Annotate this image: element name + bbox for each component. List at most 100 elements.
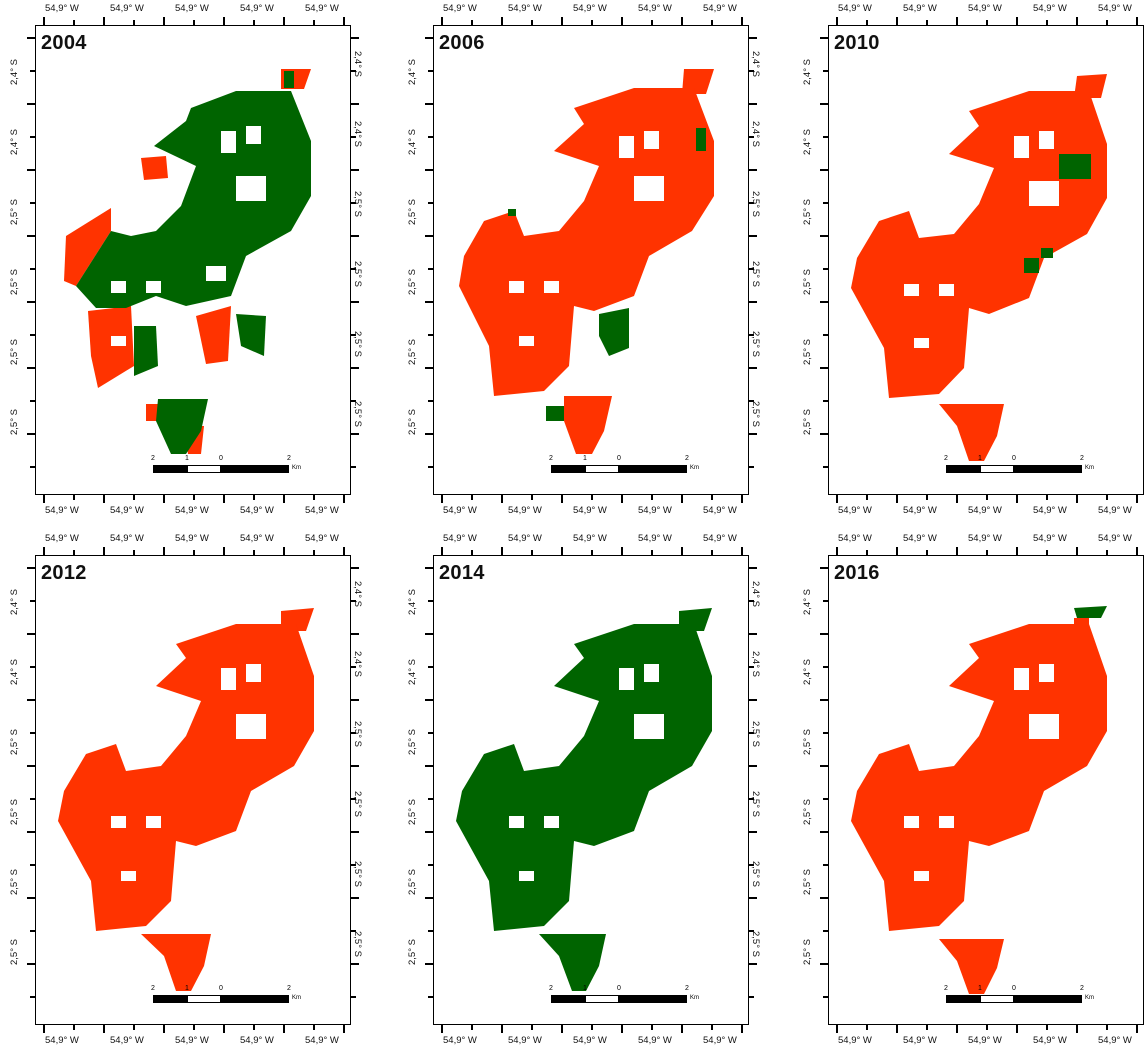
graticule-tick bbox=[823, 400, 828, 402]
latitude-label: 2,5° S bbox=[9, 869, 20, 895]
scale-tick-label: 2 bbox=[685, 455, 689, 462]
graticule-tick bbox=[823, 202, 828, 204]
graticule-tick bbox=[820, 235, 828, 237]
longitude-label: 54,9° W bbox=[110, 505, 144, 516]
scale-tick-label: 2 bbox=[151, 455, 155, 462]
graticule-tick bbox=[741, 17, 743, 25]
graticule-tick bbox=[253, 495, 255, 500]
scale-bar: 2 1 0 2 Km bbox=[151, 985, 301, 1005]
scale-tick-label: 2 bbox=[287, 985, 291, 992]
graticule-tick bbox=[820, 169, 828, 171]
latitude-label: 2,5° S bbox=[750, 791, 761, 817]
graticule-tick bbox=[43, 17, 45, 25]
graticule-tick bbox=[531, 1025, 533, 1030]
year-label: 2004 bbox=[41, 32, 87, 54]
graticule-tick bbox=[425, 235, 433, 237]
longitude-label: 54,9° W bbox=[110, 533, 144, 544]
graticule-tick bbox=[425, 963, 433, 965]
graticule-tick bbox=[253, 550, 255, 555]
latitude-label: 2,5° S bbox=[352, 791, 363, 817]
graticule-tick bbox=[193, 495, 195, 500]
graticule-tick bbox=[428, 930, 433, 932]
graticule-tick bbox=[471, 20, 473, 25]
graticule-tick bbox=[428, 732, 433, 734]
latitude-label: 2,4° S bbox=[750, 651, 761, 677]
land-cover-map bbox=[851, 74, 1107, 461]
longitude-label: 54,9° W bbox=[175, 505, 209, 516]
graticule-tick bbox=[30, 268, 35, 270]
scale-tick-label: 0 bbox=[1012, 455, 1016, 462]
graticule-tick bbox=[749, 169, 757, 171]
scale-bar: 2 1 0 2 Km bbox=[151, 455, 301, 475]
longitude-label: 54,9° W bbox=[638, 1035, 672, 1046]
graticule-tick bbox=[823, 798, 828, 800]
graticule-tick bbox=[749, 70, 754, 72]
graticule-tick bbox=[103, 547, 105, 555]
longitude-label: 54,9° W bbox=[703, 1035, 737, 1046]
graticule-tick bbox=[749, 864, 754, 866]
graticule-tick bbox=[651, 495, 653, 500]
longitude-label: 54,9° W bbox=[573, 505, 607, 516]
longitude-label: 54,9° W bbox=[1098, 1035, 1132, 1046]
graticule-tick bbox=[1016, 547, 1018, 555]
longitude-label: 54,9° W bbox=[903, 505, 937, 516]
graticule-tick bbox=[823, 70, 828, 72]
longitude-label: 54,9° W bbox=[703, 3, 737, 14]
longitude-label: 54,9° W bbox=[838, 3, 872, 14]
graticule-tick bbox=[30, 600, 35, 602]
scale-tick-label: 2 bbox=[944, 985, 948, 992]
longitude-label: 54,9° W bbox=[638, 533, 672, 544]
graticule-tick bbox=[223, 17, 225, 25]
graticule-tick bbox=[351, 466, 356, 468]
graticule-tick bbox=[749, 202, 754, 204]
graticule-tick bbox=[343, 547, 345, 555]
graticule-tick bbox=[749, 996, 754, 998]
map-holes bbox=[111, 126, 266, 346]
graticule-tick bbox=[43, 1025, 45, 1033]
latitude-label: 2,5° S bbox=[407, 269, 418, 295]
graticule-tick bbox=[30, 70, 35, 72]
scale-unit: Km bbox=[292, 465, 301, 471]
land-cover-map bbox=[456, 608, 712, 991]
graticule-tick bbox=[30, 996, 35, 998]
graticule-tick bbox=[681, 547, 683, 555]
graticule-tick bbox=[531, 495, 533, 500]
scale-tick-label: 2 bbox=[685, 985, 689, 992]
longitude-label: 54,9° W bbox=[573, 3, 607, 14]
graticule-tick bbox=[749, 765, 757, 767]
graticule-tick bbox=[313, 20, 315, 25]
longitude-label: 54,9° W bbox=[838, 1035, 872, 1046]
graticule-tick bbox=[741, 547, 743, 555]
graticule-tick bbox=[823, 666, 828, 668]
latitude-label: 2,5° S bbox=[352, 401, 363, 427]
graticule-tick bbox=[27, 103, 35, 105]
scale-unit: Km bbox=[690, 465, 699, 471]
graticule-tick bbox=[1136, 17, 1138, 25]
scale-unit: Km bbox=[1085, 465, 1094, 471]
graticule-tick bbox=[1046, 1025, 1048, 1030]
latitude-label: 2,5° S bbox=[352, 721, 363, 747]
graticule-tick bbox=[749, 235, 757, 237]
graticule-tick bbox=[441, 547, 443, 555]
graticule-tick bbox=[425, 301, 433, 303]
year-label: 2006 bbox=[439, 32, 485, 54]
graticule-tick bbox=[531, 20, 533, 25]
graticule-tick bbox=[313, 1025, 315, 1030]
latitude-label: 2,4° S bbox=[407, 129, 418, 155]
graticule-tick bbox=[163, 547, 165, 555]
graticule-tick bbox=[749, 633, 757, 635]
longitude-label: 54,9° W bbox=[1033, 533, 1067, 544]
graticule-tick bbox=[27, 433, 35, 435]
longitude-label: 54,9° W bbox=[968, 533, 1002, 544]
graticule-tick bbox=[351, 400, 356, 402]
graticule-tick bbox=[425, 633, 433, 635]
graticule-tick bbox=[425, 433, 433, 435]
latitude-label: 2,4° S bbox=[750, 581, 761, 607]
latitude-label: 2,4° S bbox=[352, 581, 363, 607]
graticule-tick bbox=[283, 495, 285, 503]
graticule-tick bbox=[428, 798, 433, 800]
graticule-tick bbox=[73, 495, 75, 500]
graticule-tick bbox=[711, 495, 713, 500]
graticule-tick bbox=[471, 1025, 473, 1030]
graticule-tick bbox=[313, 550, 315, 555]
